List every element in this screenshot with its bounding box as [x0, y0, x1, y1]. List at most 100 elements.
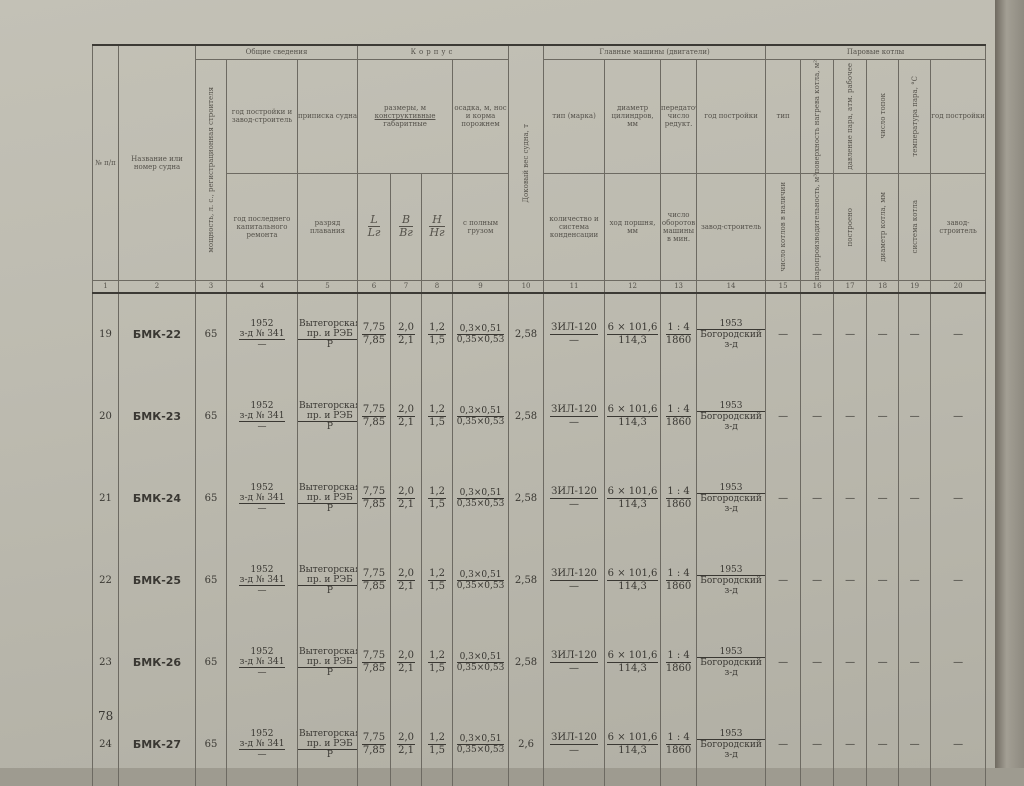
header-engine-type: тип (марка): [543, 58, 606, 174]
engine-year-builder: 1953 Богородский з-д: [696, 703, 767, 786]
column-number: 12: [604, 279, 662, 294]
registry: Вытегорская пр. и РЭБ Р: [296, 621, 359, 704]
table-row: 22 БМК-25 65 1952 з-д № 341— Вытегорская пр. …: [92, 539, 987, 622]
boiler-cell: —: [800, 292, 835, 376]
power: 65: [195, 621, 227, 704]
boiler-cell: —: [898, 375, 932, 458]
row-number: 20: [92, 375, 119, 458]
dock-weight: 2,58: [508, 539, 545, 622]
ratio-rpm: 1 : 4 1860: [660, 457, 698, 540]
breadth: 2,0 2,1: [390, 703, 423, 786]
header-draft-full: с полным грузом: [452, 172, 510, 281]
boiler-cell: —: [800, 621, 835, 704]
vessel-name: БМК-27: [118, 703, 196, 786]
power: 65: [195, 703, 227, 786]
column-number: 16: [800, 279, 835, 294]
header-boiler-builder: завод-строитель: [930, 172, 987, 281]
engine-year-builder: 1953 Богородский з-д: [696, 292, 767, 376]
build-info: 1952 з-д № 341—: [226, 292, 298, 376]
header-number: № п/п: [92, 43, 119, 281]
boiler-cell: —: [930, 375, 987, 458]
ratio-rpm: 1 : 4 1860: [660, 703, 698, 786]
table-row: 21 БМК-24 65 1952 з-д № 341— Вытегорская пр. …: [92, 457, 987, 540]
engine-year-builder: 1953 Богородский з-д: [696, 621, 767, 704]
cylinders: 6 × 101,6 114,3: [604, 539, 662, 622]
column-number: 4: [226, 279, 298, 294]
draft: 0,3×0,51 0,35×0,53: [452, 375, 510, 458]
header-boilers: Паровые котлы: [765, 44, 987, 60]
column-number: 10: [508, 279, 545, 294]
engine-year-builder: 1953 Богородский з-д: [696, 539, 767, 622]
build-info: 1952 з-д № 341—: [226, 457, 298, 540]
vessel-table: № п/п Название или номер судна Общие све…: [92, 43, 987, 786]
vessel-name: БМК-25: [118, 539, 196, 622]
length: 7,75 7,85: [357, 375, 392, 458]
boiler-cell: —: [765, 292, 802, 376]
header-repair: год последнего капитального ремонта: [226, 172, 298, 281]
header-ratio: передаточное число редукт.: [660, 58, 698, 174]
boiler-cell: —: [898, 457, 932, 540]
book-edge: [995, 0, 1024, 768]
table-row: 24 БМК-27 65 1952 з-д № 341— Вытегорская пр. …: [92, 703, 987, 786]
breadth: 2,0 2,1: [390, 539, 423, 622]
draft: 0,3×0,51 0,35×0,53: [452, 539, 510, 622]
boiler-cell: —: [833, 375, 868, 458]
dock-weight: 2,58: [508, 457, 545, 540]
length: 7,75 7,85: [357, 457, 392, 540]
boiler-cell: —: [866, 703, 900, 786]
header-general: Общие сведения: [194, 44, 359, 60]
ratio-rpm: 1 : 4 1860: [660, 539, 698, 622]
length: 7,75 7,85: [357, 292, 392, 376]
boiler-cell: —: [833, 457, 868, 540]
draft: 0,3×0,51 0,35×0,53: [452, 621, 510, 704]
engine-year-builder: 1953 Богородский з-д: [696, 375, 767, 458]
boiler-cell: —: [800, 375, 835, 458]
header-boiler-furnaces: число топок: [866, 58, 900, 174]
column-number: 8: [421, 279, 454, 294]
boiler-cell: —: [866, 457, 900, 540]
boiler-cell: —: [800, 539, 835, 622]
column-number: 20: [930, 279, 987, 294]
column-number: 17: [833, 279, 868, 294]
cylinders: 6 × 101,6 114,3: [604, 621, 662, 704]
row-number: 23: [92, 621, 119, 704]
column-number: 6: [357, 279, 392, 294]
boiler-cell: —: [866, 292, 900, 376]
boiler-cell: —: [898, 703, 932, 786]
breadth: 2,0 2,1: [390, 621, 423, 704]
height: 1,2 1,5: [421, 375, 454, 458]
vessel-name: БМК-24: [118, 457, 196, 540]
header-builder: завод-строитель: [696, 172, 767, 281]
draft: 0,3×0,51 0,35×0,53: [452, 457, 510, 540]
header-class: разряд плавания: [296, 172, 359, 281]
engine-type: ЗИЛ-120—: [543, 292, 606, 376]
boiler-cell: —: [930, 292, 987, 376]
engine-type: ЗИЛ-120—: [543, 703, 606, 786]
column-number: 3: [195, 279, 227, 294]
registry: Вытегорская пр. и РЭБ Р: [296, 375, 359, 458]
document-page: № п/п Название или номер судна Общие све…: [0, 0, 995, 786]
boiler-cell: —: [833, 703, 868, 786]
table-header: № п/п Название или номер судна Общие све…: [92, 43, 987, 294]
boiler-cell: —: [866, 621, 900, 704]
header-boiler-built: построено: [833, 172, 868, 281]
boiler-cell: —: [898, 292, 932, 376]
column-number: 11: [543, 279, 606, 294]
header-boiler-system: система котла: [898, 172, 932, 281]
boiler-cell: —: [765, 457, 802, 540]
engine-type: ЗИЛ-120—: [543, 375, 606, 458]
header-registry: приписка судна: [296, 58, 359, 174]
cylinders: 6 × 101,6 114,3: [604, 292, 662, 376]
boiler-cell: —: [898, 539, 932, 622]
header-boiler-type: тип: [765, 58, 802, 174]
length: 7,75 7,85: [357, 539, 392, 622]
header-power: мощность, л. с., регистрационная строите…: [195, 58, 227, 281]
length: 7,75 7,85: [357, 621, 392, 704]
ratio-rpm: 1 : 4 1860: [660, 621, 698, 704]
dock-weight: 2,58: [508, 375, 545, 458]
header-hull: Корпус: [357, 44, 510, 60]
height: 1,2 1,5: [421, 621, 454, 704]
column-number: 13: [660, 279, 698, 294]
row-number: 19: [92, 292, 119, 376]
column-number: 9: [452, 279, 510, 294]
